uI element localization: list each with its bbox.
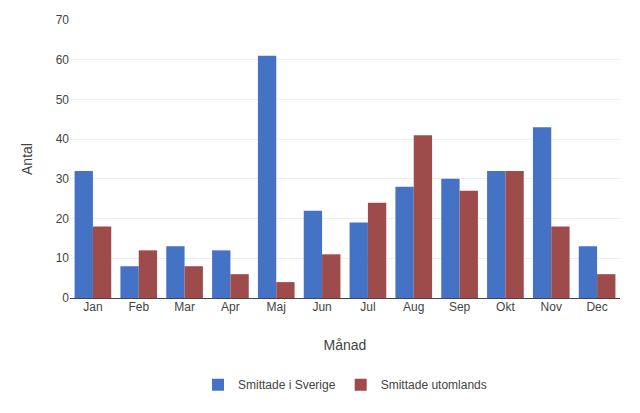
svg-text:70: 70 xyxy=(56,13,70,27)
svg-text:Mar: Mar xyxy=(174,300,195,314)
svg-text:Nov: Nov xyxy=(541,300,562,314)
svg-text:50: 50 xyxy=(56,93,70,107)
svg-text:Maj: Maj xyxy=(267,300,286,314)
svg-text:10: 10 xyxy=(56,251,70,265)
svg-text:60: 60 xyxy=(56,53,70,67)
svg-text:Jul: Jul xyxy=(360,300,375,314)
svg-text:Månad: Månad xyxy=(324,337,367,353)
svg-text:Antal: Antal xyxy=(19,143,35,175)
svg-text:Jan: Jan xyxy=(83,300,102,314)
svg-text:40: 40 xyxy=(56,132,70,146)
svg-text:30: 30 xyxy=(56,172,70,186)
svg-text:Jun: Jun xyxy=(312,300,331,314)
svg-text:Dec: Dec xyxy=(586,300,607,314)
svg-text:Apr: Apr xyxy=(221,300,240,314)
svg-text:Okt: Okt xyxy=(496,300,515,314)
svg-text:Smittade i Sverige: Smittade i Sverige xyxy=(238,378,336,392)
svg-text:0: 0 xyxy=(62,291,69,305)
svg-text:20: 20 xyxy=(56,212,70,226)
svg-text:Feb: Feb xyxy=(128,300,149,314)
svg-text:Aug: Aug xyxy=(403,300,424,314)
svg-text:Smittade utomlands: Smittade utomlands xyxy=(381,378,487,392)
svg-text:Sep: Sep xyxy=(449,300,471,314)
